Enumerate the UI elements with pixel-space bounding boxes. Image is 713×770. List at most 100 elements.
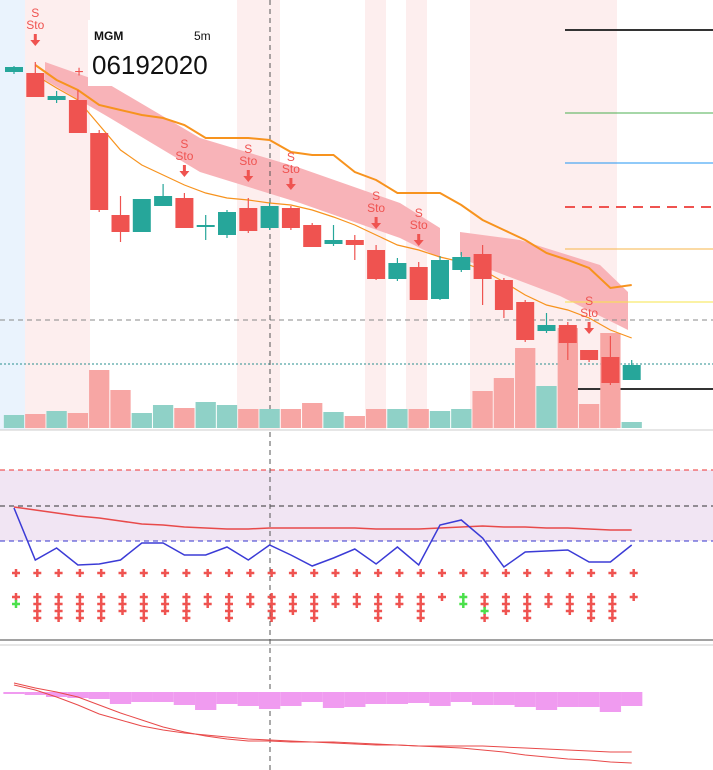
marker <box>139 600 148 608</box>
candle-body <box>431 260 449 299</box>
marker <box>139 593 148 601</box>
marker <box>246 593 255 601</box>
volume-bar <box>323 412 344 428</box>
marker <box>33 614 42 622</box>
volume-bar <box>280 409 302 428</box>
stoch-slow <box>13 506 632 531</box>
marker <box>587 607 596 615</box>
marker <box>523 593 532 601</box>
marker <box>438 593 446 601</box>
histogram-bar <box>152 692 174 702</box>
volume-bar <box>25 414 46 428</box>
candle-body <box>281 208 300 228</box>
marker <box>395 600 404 608</box>
cursor-marker: + <box>74 64 83 81</box>
volume-bar <box>472 391 493 428</box>
marker <box>501 593 510 601</box>
marker <box>629 593 638 601</box>
marker <box>33 607 42 615</box>
header-box <box>88 20 216 86</box>
histogram-bar <box>67 692 89 698</box>
marker <box>374 593 383 601</box>
marker <box>416 569 425 577</box>
histogram-bar <box>535 692 558 710</box>
marker <box>161 607 170 615</box>
candle-body <box>494 280 513 310</box>
marker <box>182 600 191 608</box>
marker <box>523 569 532 577</box>
histogram-bar <box>344 692 366 707</box>
marker <box>161 593 170 601</box>
histogram-bar <box>24 692 46 695</box>
marker <box>459 593 468 601</box>
marker <box>225 593 233 601</box>
volume-bar <box>515 348 536 428</box>
volume-bar <box>67 413 89 428</box>
marker <box>225 600 233 608</box>
signal-label: S <box>372 189 380 203</box>
marker <box>118 593 127 601</box>
signal-arrow <box>30 34 41 46</box>
histogram-bar <box>322 692 345 708</box>
marker <box>54 569 63 577</box>
marker <box>438 569 446 577</box>
candle-body <box>111 215 130 232</box>
candle-body <box>154 196 173 206</box>
volume-bar <box>408 409 429 428</box>
volume-bar <box>451 409 472 428</box>
marker <box>501 607 510 615</box>
marker <box>288 600 297 608</box>
volume-bar <box>578 404 600 428</box>
marker <box>246 600 255 608</box>
histogram-bar <box>365 692 387 704</box>
marker <box>587 614 596 622</box>
histogram-bar <box>258 692 281 709</box>
marker <box>267 614 276 622</box>
marker <box>352 600 361 608</box>
histogram-bar <box>578 692 600 707</box>
marker <box>544 600 553 608</box>
candle-body <box>90 133 109 210</box>
signal-sublabel: Sto <box>282 162 300 176</box>
histogram-bar <box>216 692 238 704</box>
marker <box>395 593 404 601</box>
signal-label: S <box>287 150 295 164</box>
marker <box>118 569 127 577</box>
candle-body <box>345 240 364 245</box>
candle-body <box>5 67 23 72</box>
candle-body <box>26 73 45 97</box>
histogram-bar <box>45 692 68 697</box>
marker <box>75 593 84 601</box>
marker <box>565 569 574 577</box>
marker <box>97 593 106 601</box>
marker <box>587 600 596 608</box>
signal-sublabel: Sto <box>410 218 428 232</box>
candle-body <box>473 254 492 279</box>
histogram-bar <box>195 692 217 710</box>
candle-body <box>218 212 236 235</box>
candle-body <box>452 257 471 270</box>
marker <box>565 600 574 608</box>
marker <box>352 569 361 577</box>
candle-body <box>239 208 258 231</box>
signal-sublabel: Sto <box>580 306 598 320</box>
marker <box>608 593 617 601</box>
marker <box>374 600 383 608</box>
marker <box>480 600 489 608</box>
marker <box>203 569 212 577</box>
marker <box>267 607 276 615</box>
marker <box>12 569 20 577</box>
histogram-bar <box>131 692 153 702</box>
marker <box>374 569 383 577</box>
indicator-line <box>34 74 632 339</box>
candle-body <box>47 96 66 100</box>
histogram-bar <box>493 692 515 705</box>
marker <box>608 600 617 608</box>
volume-bar <box>174 408 195 428</box>
volume-bar <box>536 386 557 428</box>
volume-bar <box>3 415 25 428</box>
candle-body <box>68 100 87 133</box>
marker <box>310 569 319 577</box>
marker <box>544 593 553 601</box>
candle-body <box>580 350 599 360</box>
